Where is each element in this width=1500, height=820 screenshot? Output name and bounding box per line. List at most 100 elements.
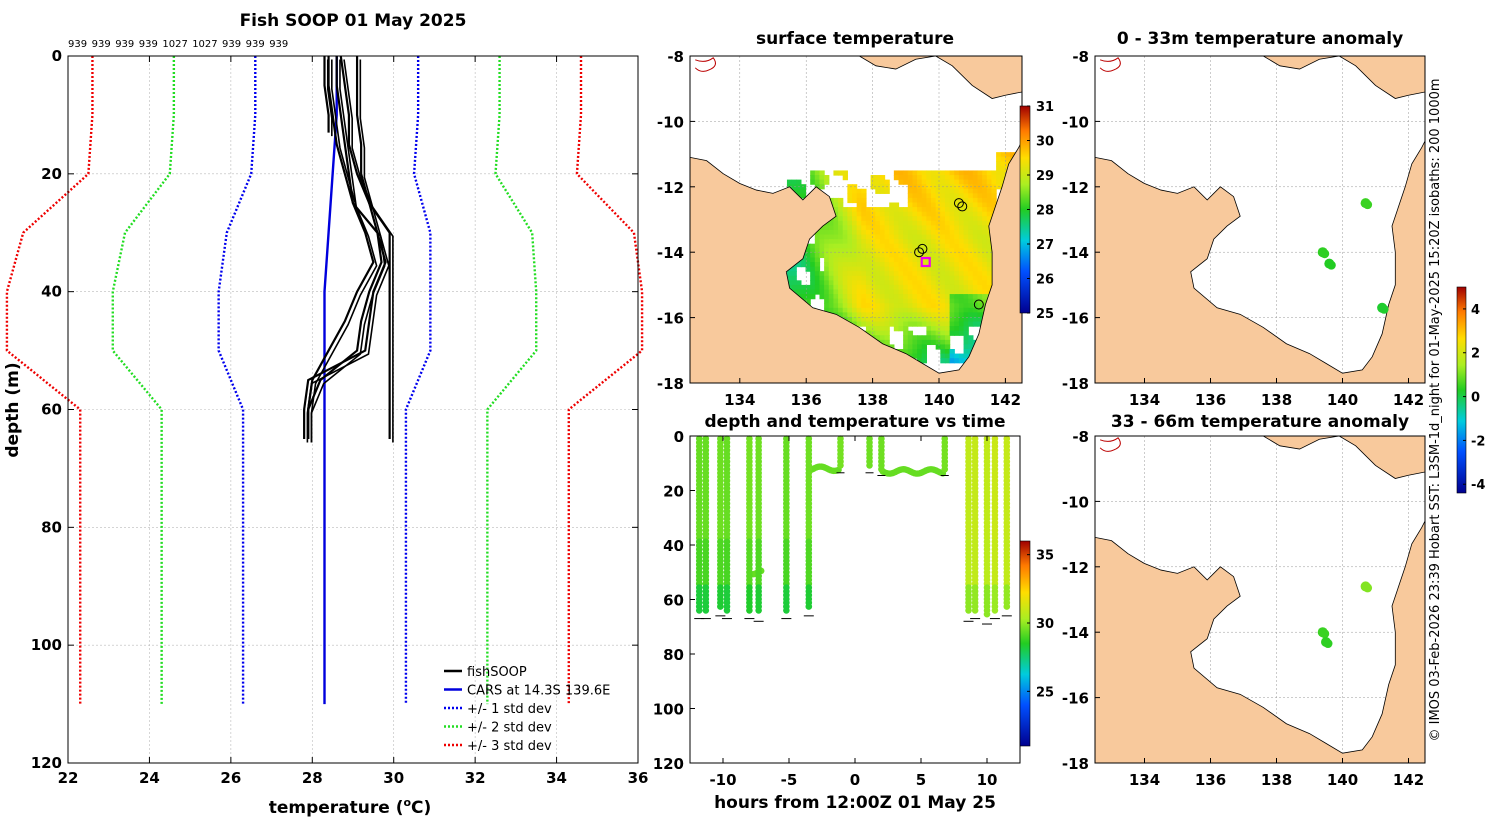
sst-cell [926, 193, 932, 199]
sst-cell [963, 298, 969, 304]
sst-cell [903, 262, 909, 268]
sst-cell [917, 353, 923, 359]
y-tick-label: -14 [657, 244, 684, 262]
x-tick-label: 136 [1195, 771, 1226, 789]
anomaly1-axis-ticks: -8 -10 -12 -14 -16 -18 134 136 138 140 142 [1062, 48, 1424, 409]
sst-cell [861, 280, 867, 286]
sst-cell [898, 175, 904, 181]
sst-cell [935, 321, 941, 327]
sst-cell [852, 321, 858, 327]
sst-cell [949, 312, 955, 318]
legend-label: CARS at 14.3S 139.6E [467, 684, 610, 699]
sst-cell [824, 262, 830, 268]
profile-panel: Fish SOOP 01 May 2025 939 939 939 939 1027 10… [3, 11, 648, 818]
sst-cell [907, 262, 914, 268]
sst-cell [861, 271, 867, 277]
sst-cell [810, 170, 816, 176]
sst-cell [926, 271, 932, 277]
sst-cell [819, 179, 825, 185]
x-tick-label: 24 [139, 769, 160, 787]
sst-cell [884, 330, 890, 336]
sst-cell [986, 257, 993, 263]
sst-cell [949, 289, 955, 295]
sst-cell [949, 179, 955, 185]
sst-cell [791, 271, 797, 277]
sst-cell [898, 271, 904, 277]
sst-cell [903, 257, 909, 263]
sst-cell [819, 225, 825, 231]
sst-cell [889, 252, 895, 259]
sst-cell [921, 179, 927, 185]
sst-cell [986, 207, 993, 213]
sst-cell [875, 303, 881, 309]
sst-cell [917, 179, 923, 185]
sst-cell [907, 170, 914, 176]
sst-cell [958, 220, 965, 226]
y-tick-label: 20 [41, 165, 62, 183]
sst-cell [879, 280, 886, 286]
sst-cell [856, 284, 862, 291]
sst-cell [935, 344, 941, 350]
sst-cell [954, 229, 960, 236]
sst-cell [875, 280, 881, 286]
sst-cell [982, 298, 988, 304]
sst-cell [903, 275, 909, 281]
sst-cell [954, 280, 960, 286]
sst-cell [852, 234, 858, 240]
sst-cell [982, 271, 988, 277]
sst-cell [903, 339, 909, 346]
sst-cell [931, 179, 937, 185]
sst-cell [907, 207, 914, 213]
sst-cell [847, 234, 853, 240]
sst-cell [931, 335, 937, 341]
sst-cell [958, 239, 965, 245]
sst-cell [977, 303, 983, 309]
sst-cell [963, 339, 969, 346]
colorbar-tick-label: 26 [1036, 273, 1054, 288]
sst-cell [972, 262, 979, 268]
sst-cell [944, 335, 951, 341]
sst-cell [842, 252, 848, 259]
sst-cell [940, 211, 946, 217]
sst-cell [875, 188, 881, 194]
sst-cell [912, 175, 918, 181]
sst-cell [972, 243, 979, 249]
sst-cell [926, 321, 932, 327]
sst-cell [903, 266, 909, 272]
sst-cell [903, 312, 909, 318]
sst-cell [861, 243, 867, 249]
sst-cell [838, 284, 844, 291]
sst-cell [824, 289, 830, 295]
sst-cell [884, 303, 890, 309]
sst-cell [870, 175, 876, 181]
sst-cell [833, 216, 839, 222]
sst-cell [875, 234, 881, 240]
sst-cell [898, 248, 904, 254]
sst-cell [819, 289, 825, 295]
sst-cell [963, 294, 969, 300]
sst-cell [907, 266, 914, 272]
sst-cell [856, 321, 862, 327]
sst-cell [805, 294, 811, 300]
sst-cell [898, 257, 904, 263]
sst-cell [912, 266, 918, 272]
sst-cell [833, 229, 839, 236]
sst-cell [842, 175, 848, 181]
sst-cell [828, 229, 835, 236]
sst-cell [931, 330, 937, 336]
sst-cell [833, 266, 839, 272]
sst-cell [931, 239, 937, 245]
sst-cell [907, 303, 914, 309]
sst-cell [968, 271, 974, 277]
sst-cell [814, 252, 821, 259]
sst-cell [972, 280, 979, 286]
surface-colorbar: 25 26 27 28 29 30 31 [1019, 100, 1054, 322]
sst-cell [814, 229, 821, 236]
sst-cell [931, 207, 937, 213]
sst-cell [833, 298, 839, 304]
sst-cell [814, 184, 821, 190]
sst-cell [884, 262, 890, 268]
sst-cell [926, 252, 932, 259]
sst-cell [879, 339, 886, 346]
sst-cell [865, 303, 872, 309]
